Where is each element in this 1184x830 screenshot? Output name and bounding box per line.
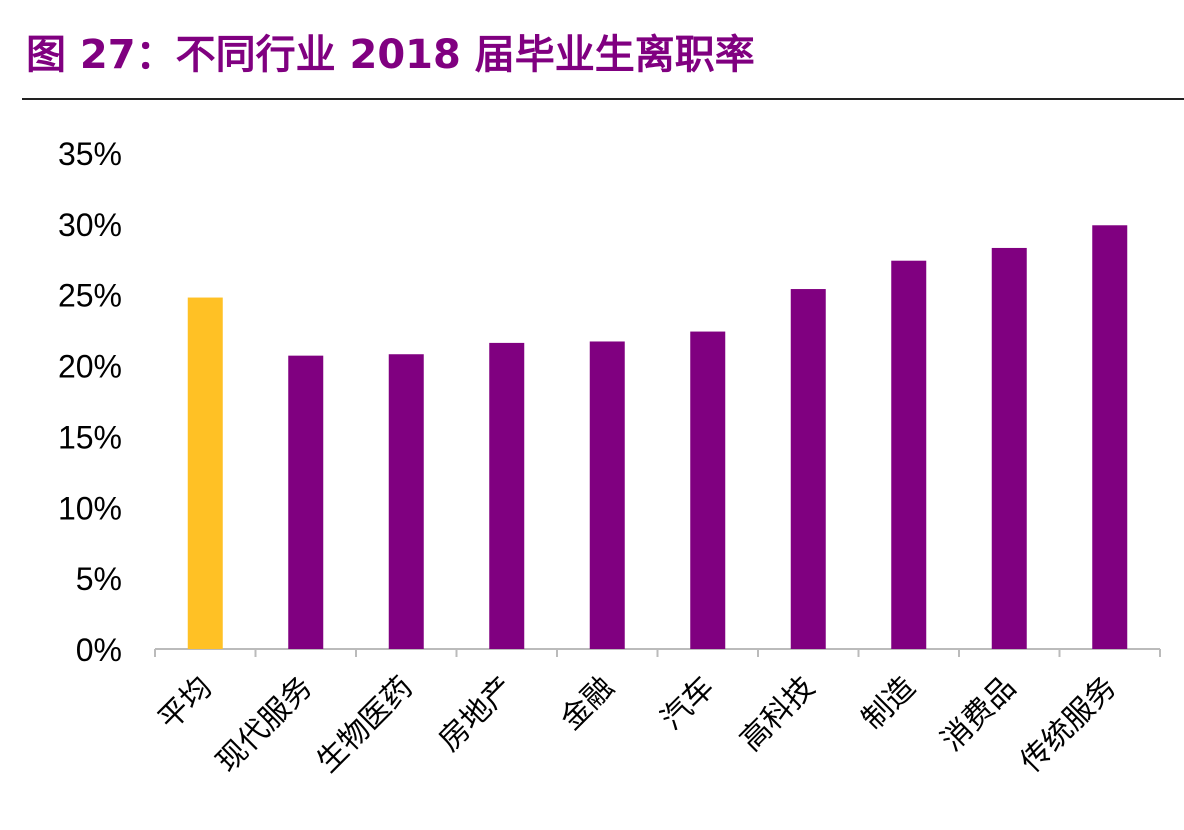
y-tick-label: 25% — [58, 278, 122, 314]
y-tick-label: 15% — [58, 419, 122, 455]
bar-消费品 — [991, 247, 1027, 649]
x-tick-label: 现代服务 — [210, 670, 320, 780]
x-tick-label: 高科技 — [734, 670, 822, 758]
y-tick-label: 0% — [76, 632, 122, 668]
bar-现代服务 — [288, 355, 324, 649]
bar-平均 — [187, 297, 223, 649]
bar-金融 — [589, 341, 625, 649]
chart-title: 图 27：不同行业 2018 届毕业生离职率 — [26, 32, 755, 78]
x-tick-label: 平均 — [152, 670, 219, 737]
x-tick-label: 制造 — [855, 670, 922, 737]
y-tick-label: 30% — [58, 207, 122, 243]
x-tick-label: 金融 — [554, 670, 621, 737]
bar-制造 — [891, 260, 927, 649]
y-tick-label: 5% — [76, 561, 122, 597]
x-tick-label: 传统服务 — [1014, 670, 1124, 780]
bar-汽车 — [690, 331, 726, 649]
bar-生物医药 — [388, 354, 424, 649]
bar-传统服务 — [1092, 225, 1128, 649]
x-tick-label: 生物医药 — [310, 670, 420, 780]
title-divider — [22, 98, 1184, 100]
x-tick-label: 消费品 — [935, 670, 1023, 758]
y-tick-label: 20% — [58, 349, 122, 385]
y-tick-label: 35% — [58, 136, 122, 172]
bar-高科技 — [790, 289, 826, 649]
bar-房地产 — [489, 342, 525, 649]
y-tick-label: 10% — [58, 490, 122, 526]
x-tick-label: 汽车 — [654, 670, 721, 737]
x-tick-label: 房地产 — [432, 670, 520, 758]
